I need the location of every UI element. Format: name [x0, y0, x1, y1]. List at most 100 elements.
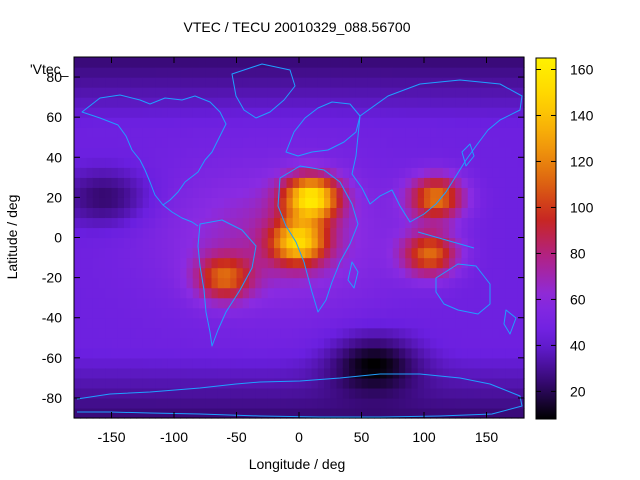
- heatmap-cell: [111, 167, 119, 178]
- heatmap-cell: [236, 297, 244, 309]
- heatmap-cell: [280, 177, 288, 188]
- heatmap-cell: [436, 307, 444, 319]
- heatmap-cell: [474, 267, 481, 279]
- heatmap-cell: [124, 287, 131, 299]
- heatmap-cell: [436, 57, 444, 68]
- heatmap-cell: [192, 167, 200, 178]
- heatmap-cell: [261, 217, 269, 229]
- heatmap-cell: [161, 257, 169, 269]
- heatmap-cell: [492, 357, 500, 369]
- coastline-madagascar: [347, 261, 359, 289]
- heatmap-cell: [205, 407, 213, 419]
- heatmap-cell: [311, 137, 319, 148]
- heatmap-cell: [417, 107, 425, 118]
- heatmap-cell: [330, 277, 338, 289]
- heatmap-cell: [349, 247, 356, 259]
- heatmap-cell: [136, 407, 144, 419]
- heatmap-cell: [86, 157, 94, 168]
- heatmap-cell: [311, 337, 319, 349]
- heatmap-cell: [161, 287, 169, 299]
- heatmap-cell: [224, 117, 231, 128]
- heatmap-cell: [461, 247, 469, 259]
- heatmap-cell: [180, 387, 188, 399]
- heatmap-cell: [317, 307, 325, 319]
- heatmap-cell: [280, 247, 288, 259]
- heatmap-cell: [392, 377, 400, 389]
- heatmap-cell: [311, 57, 319, 68]
- heatmap-cell: [74, 247, 81, 259]
- heatmap-cell: [486, 157, 494, 168]
- heatmap-cell: [230, 347, 238, 359]
- heatmap-cell: [492, 197, 500, 209]
- heatmap-cell: [142, 187, 150, 198]
- heatmap-cell: [230, 147, 238, 158]
- heatmap-cell: [474, 177, 481, 188]
- heatmap-cell: [161, 387, 169, 399]
- heatmap-cell: [505, 87, 513, 98]
- heatmap-cell: [174, 387, 181, 399]
- heatmap-cell: [474, 57, 481, 68]
- heatmap-cell: [449, 317, 456, 329]
- heatmap-cell: [311, 87, 319, 98]
- heatmap-cell: [249, 117, 256, 128]
- heatmap-cell: [330, 147, 338, 158]
- heatmap-cell: [180, 237, 188, 249]
- heatmap-cell: [442, 97, 450, 108]
- heatmap-cell: [455, 97, 463, 108]
- heatmap-cell: [211, 257, 219, 269]
- heatmap-cell: [305, 367, 313, 379]
- heatmap-cell: [455, 87, 463, 98]
- heatmap-cell: [249, 367, 256, 379]
- heatmap-cell: [399, 287, 406, 299]
- heatmap-cell: [192, 247, 200, 259]
- heatmap-cell: [430, 267, 438, 279]
- heatmap-cell: [99, 357, 106, 369]
- heatmap-cell: [336, 337, 344, 349]
- heatmap-cell: [449, 287, 456, 299]
- heatmap-cell: [255, 277, 263, 289]
- heatmap-cell: [311, 287, 319, 299]
- heatmap-cell: [330, 387, 338, 399]
- heatmap-cell: [274, 227, 281, 239]
- heatmap-cell: [192, 347, 200, 359]
- heatmap-cell: [336, 187, 344, 198]
- heatmap-cell: [167, 337, 175, 349]
- heatmap-cell: [267, 307, 275, 319]
- heatmap-cell: [167, 67, 175, 78]
- heatmap-cell: [99, 67, 106, 78]
- coastline-south-america: [197, 219, 257, 347]
- heatmap-cell: [192, 267, 200, 279]
- heatmap-cell: [242, 137, 250, 148]
- heatmap-cell: [117, 127, 125, 138]
- heatmap-cell: [230, 97, 238, 108]
- heatmap-cell: [417, 287, 425, 299]
- heatmap-cell: [499, 327, 506, 339]
- heatmap-cell: [474, 377, 481, 389]
- heatmap-cell: [517, 347, 525, 359]
- heatmap-cell: [424, 277, 431, 289]
- heatmap-cell: [336, 317, 344, 329]
- heatmap-cell: [324, 257, 331, 269]
- heatmap-cell: [117, 157, 125, 168]
- heatmap-cell: [380, 167, 388, 178]
- heatmap-cell: [292, 367, 300, 379]
- heatmap-cell: [342, 247, 350, 259]
- heatmap-cell: [280, 157, 288, 168]
- heatmap-cell: [342, 407, 350, 419]
- heatmap-cell: [342, 297, 350, 309]
- heatmap-cell: [511, 317, 519, 329]
- heatmap-cell: [511, 57, 519, 68]
- heatmap-cell: [424, 177, 431, 188]
- heatmap-cell: [155, 297, 163, 309]
- heatmap-cell: [105, 337, 113, 349]
- heatmap-cell: [255, 297, 263, 309]
- heatmap-cell: [124, 357, 131, 369]
- heatmap-cell: [405, 367, 413, 379]
- heatmap-cell: [211, 387, 219, 399]
- heatmap-cell: [380, 137, 388, 148]
- heatmap-cell: [124, 157, 131, 168]
- heatmap-cell: [499, 237, 506, 249]
- heatmap-cell: [174, 217, 181, 229]
- heatmap-cell: [199, 357, 206, 369]
